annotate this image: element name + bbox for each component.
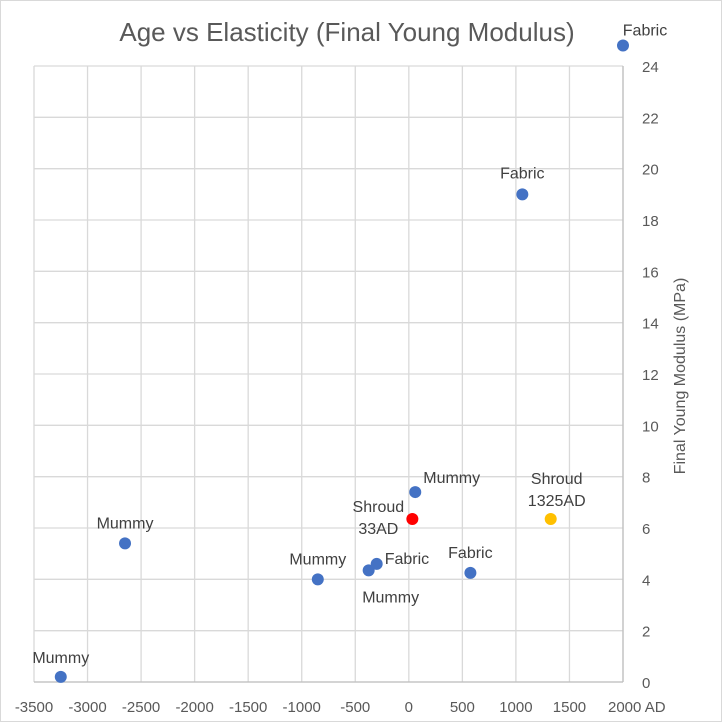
axes [34,66,624,683]
gridlines [33,65,624,683]
data-label: Fabric [448,545,492,562]
chart-title: Age vs Elasticity (Final Young Modulus) [119,17,574,47]
y-tick-label: 2 [642,624,650,641]
data-label: Mummy [362,589,419,606]
data-point [409,486,422,499]
x-tick-label: -2500 [122,699,160,716]
x-tick-label: 2000 AD [608,699,666,716]
data-points [54,39,629,683]
x-tick-label: -500 [340,699,370,716]
data-point [516,188,529,201]
y-tick-label: 14 [642,316,659,333]
x-tick-label: -1500 [229,699,267,716]
data-point [54,670,67,683]
y-tick-label: 12 [642,367,659,384]
y-tick-label: 22 [642,110,659,127]
y-axis-title: Final Young Modulus (MPa) [672,278,689,475]
data-label: Fabric [623,22,667,39]
x-tick-label: 0 [405,699,413,716]
y-tick-label: 0 [642,675,650,692]
data-label: Fabric [500,165,544,182]
x-tick-label: 1000 [499,699,532,716]
y-tick-label: 4 [642,572,650,589]
data-label: Shroud 33AD [353,499,405,538]
data-point [464,566,477,579]
data-point [617,39,629,52]
data-label: Mummy [97,515,154,532]
x-tick-label: -3500 [15,699,53,716]
y-tick-label: 16 [642,264,659,281]
data-point [370,557,383,570]
y-tick-label: 24 [642,59,659,76]
x-tick-label: -2000 [175,699,213,716]
x-tick-label: 1500 [553,699,586,716]
x-tick-label: -3000 [68,699,106,716]
y-tick-label: 8 [642,470,650,487]
data-point [544,513,557,526]
data-point [406,513,419,526]
x-tick-label: -1000 [283,699,321,716]
data-point [362,564,375,577]
data-point [119,537,132,550]
tick-labels: -3500 -3000 -2500 -2000 -1500 -1000 -500 0 500 10… [15,59,666,716]
y-tick-label: 20 [642,162,659,179]
x-tick-label: 500 [450,699,475,716]
point-labels: Mummy Mummy Mummy Mummy Fabric Mummy Shroud 33A… [32,22,667,666]
y-tick-label: 18 [642,213,659,230]
data-label: Mummy [32,650,89,667]
data-label: Shroud 1325AD [528,471,586,510]
y-tick-label: 10 [642,418,659,435]
data-label: Mummy [289,551,346,568]
data-label: Mummy [423,470,480,487]
data-point [311,573,324,586]
y-tick-label: 6 [642,521,650,538]
data-label: Fabric [385,551,429,568]
